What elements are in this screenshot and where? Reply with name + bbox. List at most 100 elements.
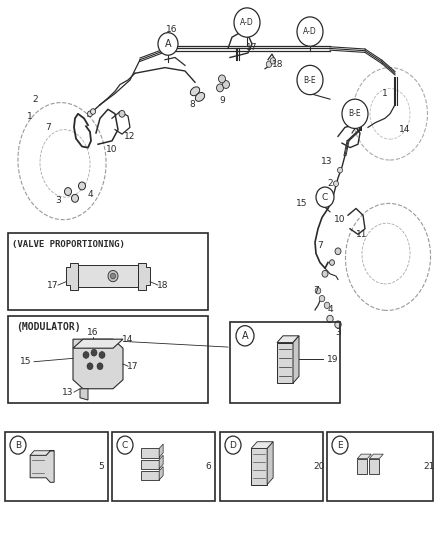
Circle shape: [332, 436, 348, 454]
FancyBboxPatch shape: [251, 448, 267, 484]
Text: E: E: [337, 441, 343, 450]
Circle shape: [322, 270, 328, 277]
Circle shape: [342, 99, 368, 128]
Text: 18: 18: [272, 60, 284, 69]
Text: 5: 5: [98, 462, 104, 471]
Text: 7: 7: [317, 241, 323, 250]
Circle shape: [119, 110, 125, 117]
Text: 3: 3: [55, 196, 61, 205]
Text: 2: 2: [32, 95, 38, 103]
Circle shape: [236, 326, 254, 346]
FancyBboxPatch shape: [369, 458, 379, 474]
FancyBboxPatch shape: [357, 458, 367, 474]
Circle shape: [97, 363, 103, 369]
Text: B-E: B-E: [304, 76, 316, 85]
Text: (MODULATOR): (MODULATOR): [16, 322, 81, 332]
Polygon shape: [277, 336, 299, 343]
Circle shape: [266, 61, 272, 67]
Circle shape: [316, 187, 334, 207]
Circle shape: [87, 363, 93, 369]
Circle shape: [324, 302, 330, 309]
Ellipse shape: [195, 93, 205, 101]
Circle shape: [64, 188, 71, 196]
Text: 3: 3: [335, 328, 341, 337]
Circle shape: [338, 167, 343, 173]
Text: 19: 19: [327, 355, 339, 364]
Polygon shape: [251, 442, 273, 448]
Circle shape: [117, 436, 133, 454]
Text: 2: 2: [327, 179, 333, 188]
Circle shape: [219, 75, 226, 83]
Polygon shape: [30, 451, 54, 455]
Polygon shape: [369, 454, 383, 458]
FancyBboxPatch shape: [141, 471, 159, 480]
Text: D: D: [230, 441, 237, 450]
Circle shape: [319, 295, 325, 302]
Text: C: C: [122, 441, 128, 450]
FancyBboxPatch shape: [277, 343, 293, 383]
Circle shape: [270, 58, 276, 64]
Circle shape: [223, 80, 230, 88]
Circle shape: [108, 270, 118, 282]
Text: 9: 9: [219, 96, 225, 105]
Text: 15: 15: [296, 199, 308, 208]
Text: 8: 8: [189, 100, 195, 109]
Text: 18: 18: [157, 280, 169, 289]
Circle shape: [327, 316, 333, 322]
Polygon shape: [357, 454, 371, 458]
Circle shape: [234, 8, 260, 37]
Text: 4: 4: [327, 305, 333, 314]
Polygon shape: [159, 444, 163, 457]
Circle shape: [83, 352, 89, 358]
Circle shape: [297, 17, 323, 46]
Text: 7: 7: [313, 286, 319, 295]
Polygon shape: [293, 336, 299, 383]
Polygon shape: [30, 451, 54, 482]
Polygon shape: [159, 466, 163, 480]
Circle shape: [91, 109, 95, 115]
Polygon shape: [80, 389, 88, 400]
Text: A: A: [165, 39, 171, 49]
Polygon shape: [267, 442, 273, 484]
Text: 20: 20: [313, 462, 325, 471]
Polygon shape: [159, 455, 163, 469]
Circle shape: [110, 273, 116, 279]
Circle shape: [315, 288, 321, 294]
Text: B-E: B-E: [349, 109, 361, 118]
Text: 4: 4: [87, 190, 93, 199]
Text: 10: 10: [106, 146, 118, 155]
Circle shape: [225, 436, 241, 454]
Text: 16: 16: [87, 328, 99, 337]
Text: C: C: [322, 193, 328, 201]
Text: 16: 16: [166, 25, 178, 34]
Ellipse shape: [191, 87, 200, 96]
Text: 17: 17: [127, 362, 139, 371]
Text: 14: 14: [122, 335, 134, 344]
FancyBboxPatch shape: [78, 265, 138, 287]
Text: 12: 12: [124, 132, 136, 141]
Text: 13: 13: [62, 387, 74, 397]
Text: 17: 17: [246, 43, 258, 52]
Circle shape: [335, 248, 341, 255]
Circle shape: [216, 84, 223, 92]
Circle shape: [71, 195, 78, 202]
Text: 13: 13: [321, 157, 333, 166]
Text: A-D: A-D: [303, 27, 317, 36]
Text: 21: 21: [423, 462, 434, 471]
Circle shape: [91, 349, 97, 356]
Circle shape: [99, 352, 105, 358]
Circle shape: [329, 260, 335, 265]
Text: 15: 15: [20, 357, 32, 366]
Text: 17: 17: [47, 280, 59, 289]
Text: A-D: A-D: [240, 18, 254, 27]
Circle shape: [335, 321, 341, 328]
Text: 11: 11: [356, 230, 368, 239]
Circle shape: [10, 436, 26, 454]
Text: (VALVE PROPORTIONING): (VALVE PROPORTIONING): [12, 240, 125, 249]
Text: 1: 1: [27, 111, 33, 120]
Text: A: A: [242, 331, 248, 341]
Text: B: B: [15, 441, 21, 450]
Circle shape: [88, 111, 92, 117]
Circle shape: [158, 33, 178, 55]
Circle shape: [297, 66, 323, 95]
